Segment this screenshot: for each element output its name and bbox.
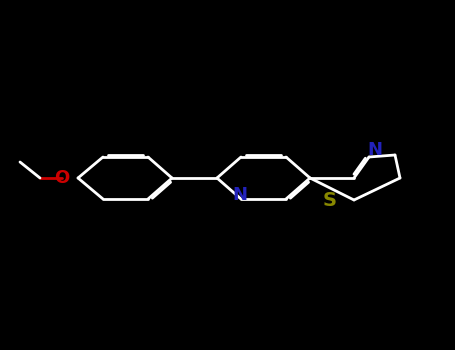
Text: O: O bbox=[55, 169, 70, 187]
Text: N: N bbox=[368, 141, 383, 159]
Text: S: S bbox=[323, 190, 337, 210]
Text: N: N bbox=[233, 186, 248, 204]
